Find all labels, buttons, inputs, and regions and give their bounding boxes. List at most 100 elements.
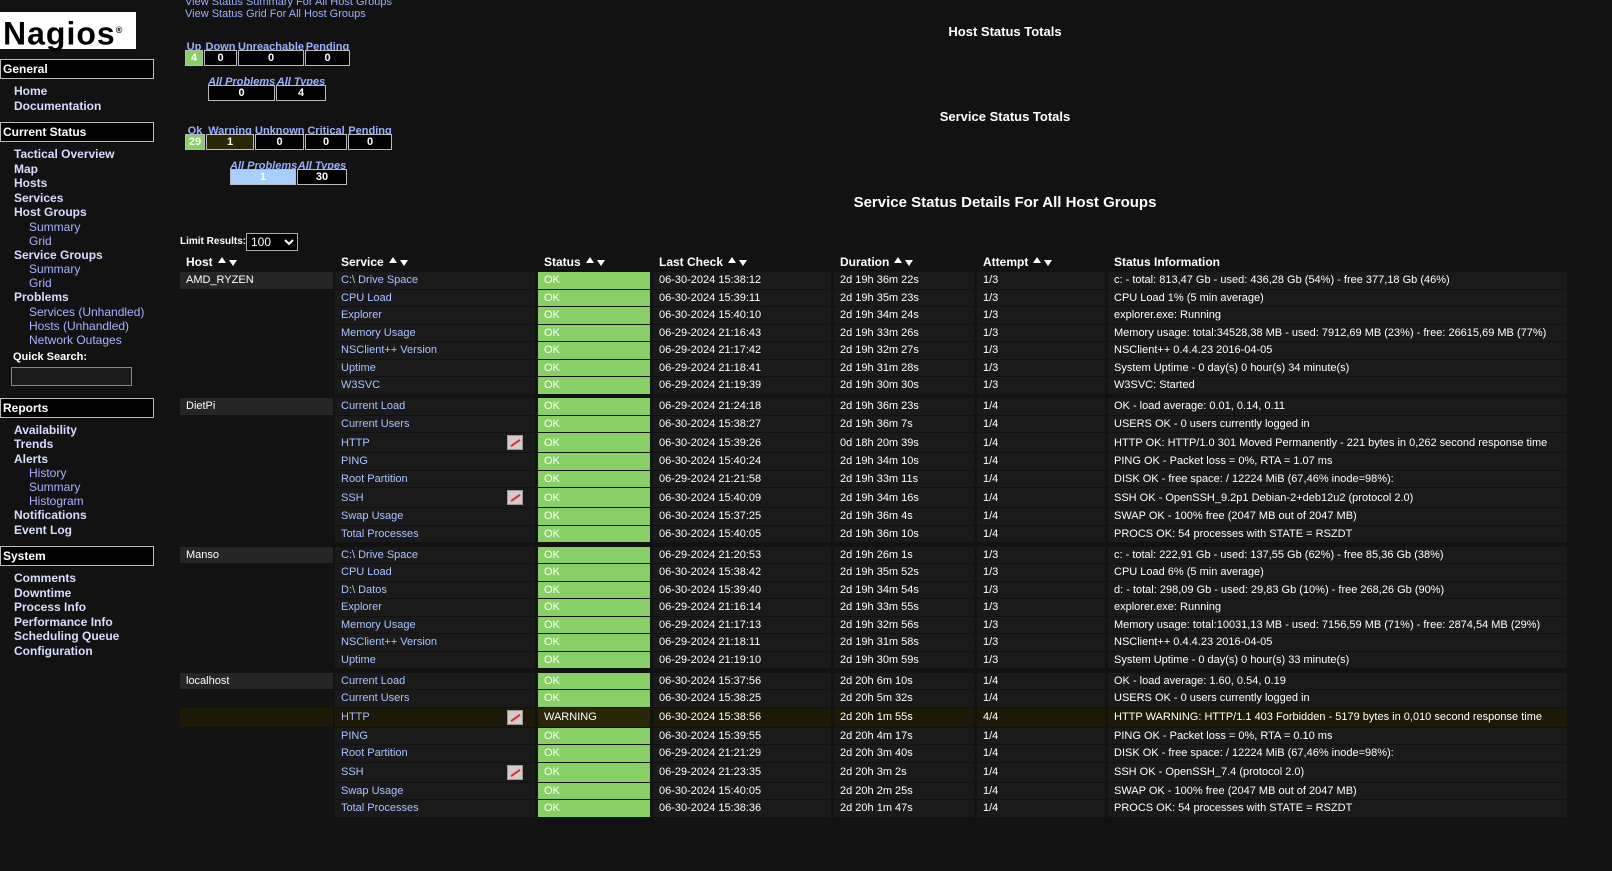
sort-arrows[interactable] (893, 256, 915, 268)
sort-arrows[interactable] (585, 256, 607, 268)
service-cell[interactable]: SSH (335, 488, 535, 507)
service-cell[interactable]: HTTP (335, 433, 535, 452)
sort-asc[interactable] (728, 257, 737, 263)
graph-icon[interactable] (507, 709, 523, 725)
nav-link[interactable]: Host Groups (14, 205, 87, 219)
nav-link[interactable]: Configuration (14, 643, 93, 658)
nav-sublink[interactable]: History (29, 466, 67, 480)
service-cell[interactable]: Explorer (335, 599, 535, 616)
nav-link[interactable]: Downtime (14, 585, 72, 600)
service-cell[interactable]: Swap Usage (335, 782, 535, 799)
nav-link[interactable]: Notifications (14, 508, 87, 522)
service-cell[interactable]: NSClient++ Version (335, 342, 535, 359)
host-cell (180, 342, 333, 359)
service-cell[interactable]: Current Users (335, 690, 535, 707)
nav-sublink[interactable]: Grid (29, 233, 52, 248)
sort-desc[interactable] (596, 260, 605, 266)
service-cell[interactable]: C:\ Drive Space (335, 272, 535, 289)
nav-link[interactable]: Hosts (14, 176, 48, 190)
service-cell[interactable]: Memory Usage (335, 324, 535, 341)
status-cell: OK (538, 342, 650, 359)
sort-asc[interactable] (1033, 257, 1042, 263)
sort-desc[interactable] (399, 260, 408, 266)
nav-sublink[interactable]: Summary (29, 480, 81, 494)
status-cell: OK (538, 470, 650, 487)
service-cell[interactable]: D:\ Datos (335, 581, 535, 598)
top-link[interactable]: View Status Grid For All Host Groups (185, 8, 366, 20)
host-cell[interactable]: AMD_RYZEN (180, 272, 333, 289)
nav-link[interactable]: Trends (14, 437, 54, 451)
graph-icon[interactable] (507, 435, 523, 450)
service-cell[interactable]: NSClient++ Version (335, 634, 535, 651)
sort-asc[interactable] (585, 257, 594, 263)
service-cell[interactable]: Explorer (335, 307, 535, 324)
nav-sublink[interactable]: Summary (29, 219, 81, 234)
nav-sublink[interactable]: Summary (29, 262, 81, 276)
nav-link[interactable]: Event Log (14, 522, 73, 537)
service-cell[interactable]: PING (335, 727, 535, 744)
top-link[interactable]: View Status Summary For All Host Groups (185, 0, 393, 8)
sort-desc[interactable] (228, 260, 237, 266)
service-cell[interactable]: Root Partition (335, 470, 535, 487)
totals-value: 0 (204, 50, 237, 66)
nav-link[interactable]: Problems (14, 290, 69, 304)
sort-asc[interactable] (217, 257, 226, 263)
limit-select[interactable]: 100 (246, 233, 298, 251)
service-cell[interactable]: Total Processes (335, 525, 535, 542)
service-cell[interactable]: CPU Load (335, 289, 535, 306)
nav-sublink[interactable]: Hosts (Unhandled) (29, 318, 130, 333)
service-cell[interactable]: Total Processes (335, 800, 535, 817)
service-cell[interactable]: PING (335, 453, 535, 470)
nav-sublink[interactable]: Network Outages (29, 332, 122, 347)
service-cell[interactable]: CPU Load (335, 564, 535, 581)
host-cell[interactable]: localhost (180, 672, 333, 689)
nav-sublink[interactable]: Grid (29, 276, 52, 290)
sort-asc[interactable] (894, 257, 903, 263)
totals-summary-value: 1 (230, 169, 296, 185)
nav-sublink[interactable]: Services (Unhandled) (29, 304, 145, 319)
sort-desc[interactable] (905, 260, 914, 266)
service-cell[interactable]: Root Partition (335, 745, 535, 762)
nav-link[interactable]: Performance Info (14, 614, 113, 629)
service-cell[interactable]: Swap Usage (335, 508, 535, 525)
nav-link[interactable]: Documentation (14, 98, 102, 113)
nav-sublink[interactable]: Histogram (29, 494, 84, 508)
sort-asc[interactable] (388, 257, 397, 263)
service-cell[interactable]: Current Load (335, 398, 535, 415)
service-cell[interactable]: Uptime (335, 651, 535, 668)
service-cell[interactable]: SSH (335, 762, 535, 782)
graph-icon[interactable] (507, 490, 523, 505)
attempt-cell: 1/4 (977, 745, 1105, 762)
host-cell[interactable]: Manso (180, 546, 333, 563)
service-cell[interactable]: Memory Usage (335, 616, 535, 633)
sort-arrows[interactable] (1032, 256, 1054, 268)
nav-link[interactable]: Service Groups (14, 247, 103, 262)
nav-link[interactable]: Scheduling Queue (14, 629, 120, 643)
info-cell: SSH OK - OpenSSH_7.4 (protocol 2.0) (1108, 762, 1567, 782)
nav-link[interactable]: Process Info (14, 600, 87, 614)
nav-link[interactable]: Alerts (14, 451, 49, 466)
service-cell[interactable]: Current Load (335, 672, 535, 689)
info-cell: PROCS OK: 54 processes with STATE = RSZD… (1108, 525, 1567, 542)
host-cell[interactable]: DietPi (180, 398, 333, 415)
service-cell[interactable]: C:\ Drive Space (335, 546, 535, 563)
service-cell[interactable]: Uptime (335, 359, 535, 376)
nav-link[interactable]: Tactical Overview (14, 147, 115, 161)
totals-value: 1 (206, 134, 254, 150)
sort-arrows[interactable] (217, 256, 239, 268)
nav-link[interactable]: Home (14, 84, 48, 98)
sort-arrows[interactable] (388, 256, 410, 268)
sort-desc[interactable] (1044, 260, 1053, 266)
quick-search-input[interactable] (11, 366, 132, 386)
nav-link[interactable]: Map (14, 161, 38, 176)
nav-link[interactable]: Services (14, 190, 64, 205)
service-cell[interactable]: Current Users (335, 415, 535, 432)
sort-arrows[interactable] (727, 256, 749, 268)
service-cell[interactable]: HTTP (335, 707, 535, 727)
graph-icon[interactable] (507, 764, 523, 780)
sort-desc[interactable] (739, 260, 748, 266)
nav-link[interactable]: Comments (14, 571, 77, 585)
duration-cell: 2d 20h 6m 10s (834, 672, 974, 689)
nav-link[interactable]: Availability (14, 422, 77, 437)
service-cell[interactable]: W3SVC (335, 377, 535, 394)
